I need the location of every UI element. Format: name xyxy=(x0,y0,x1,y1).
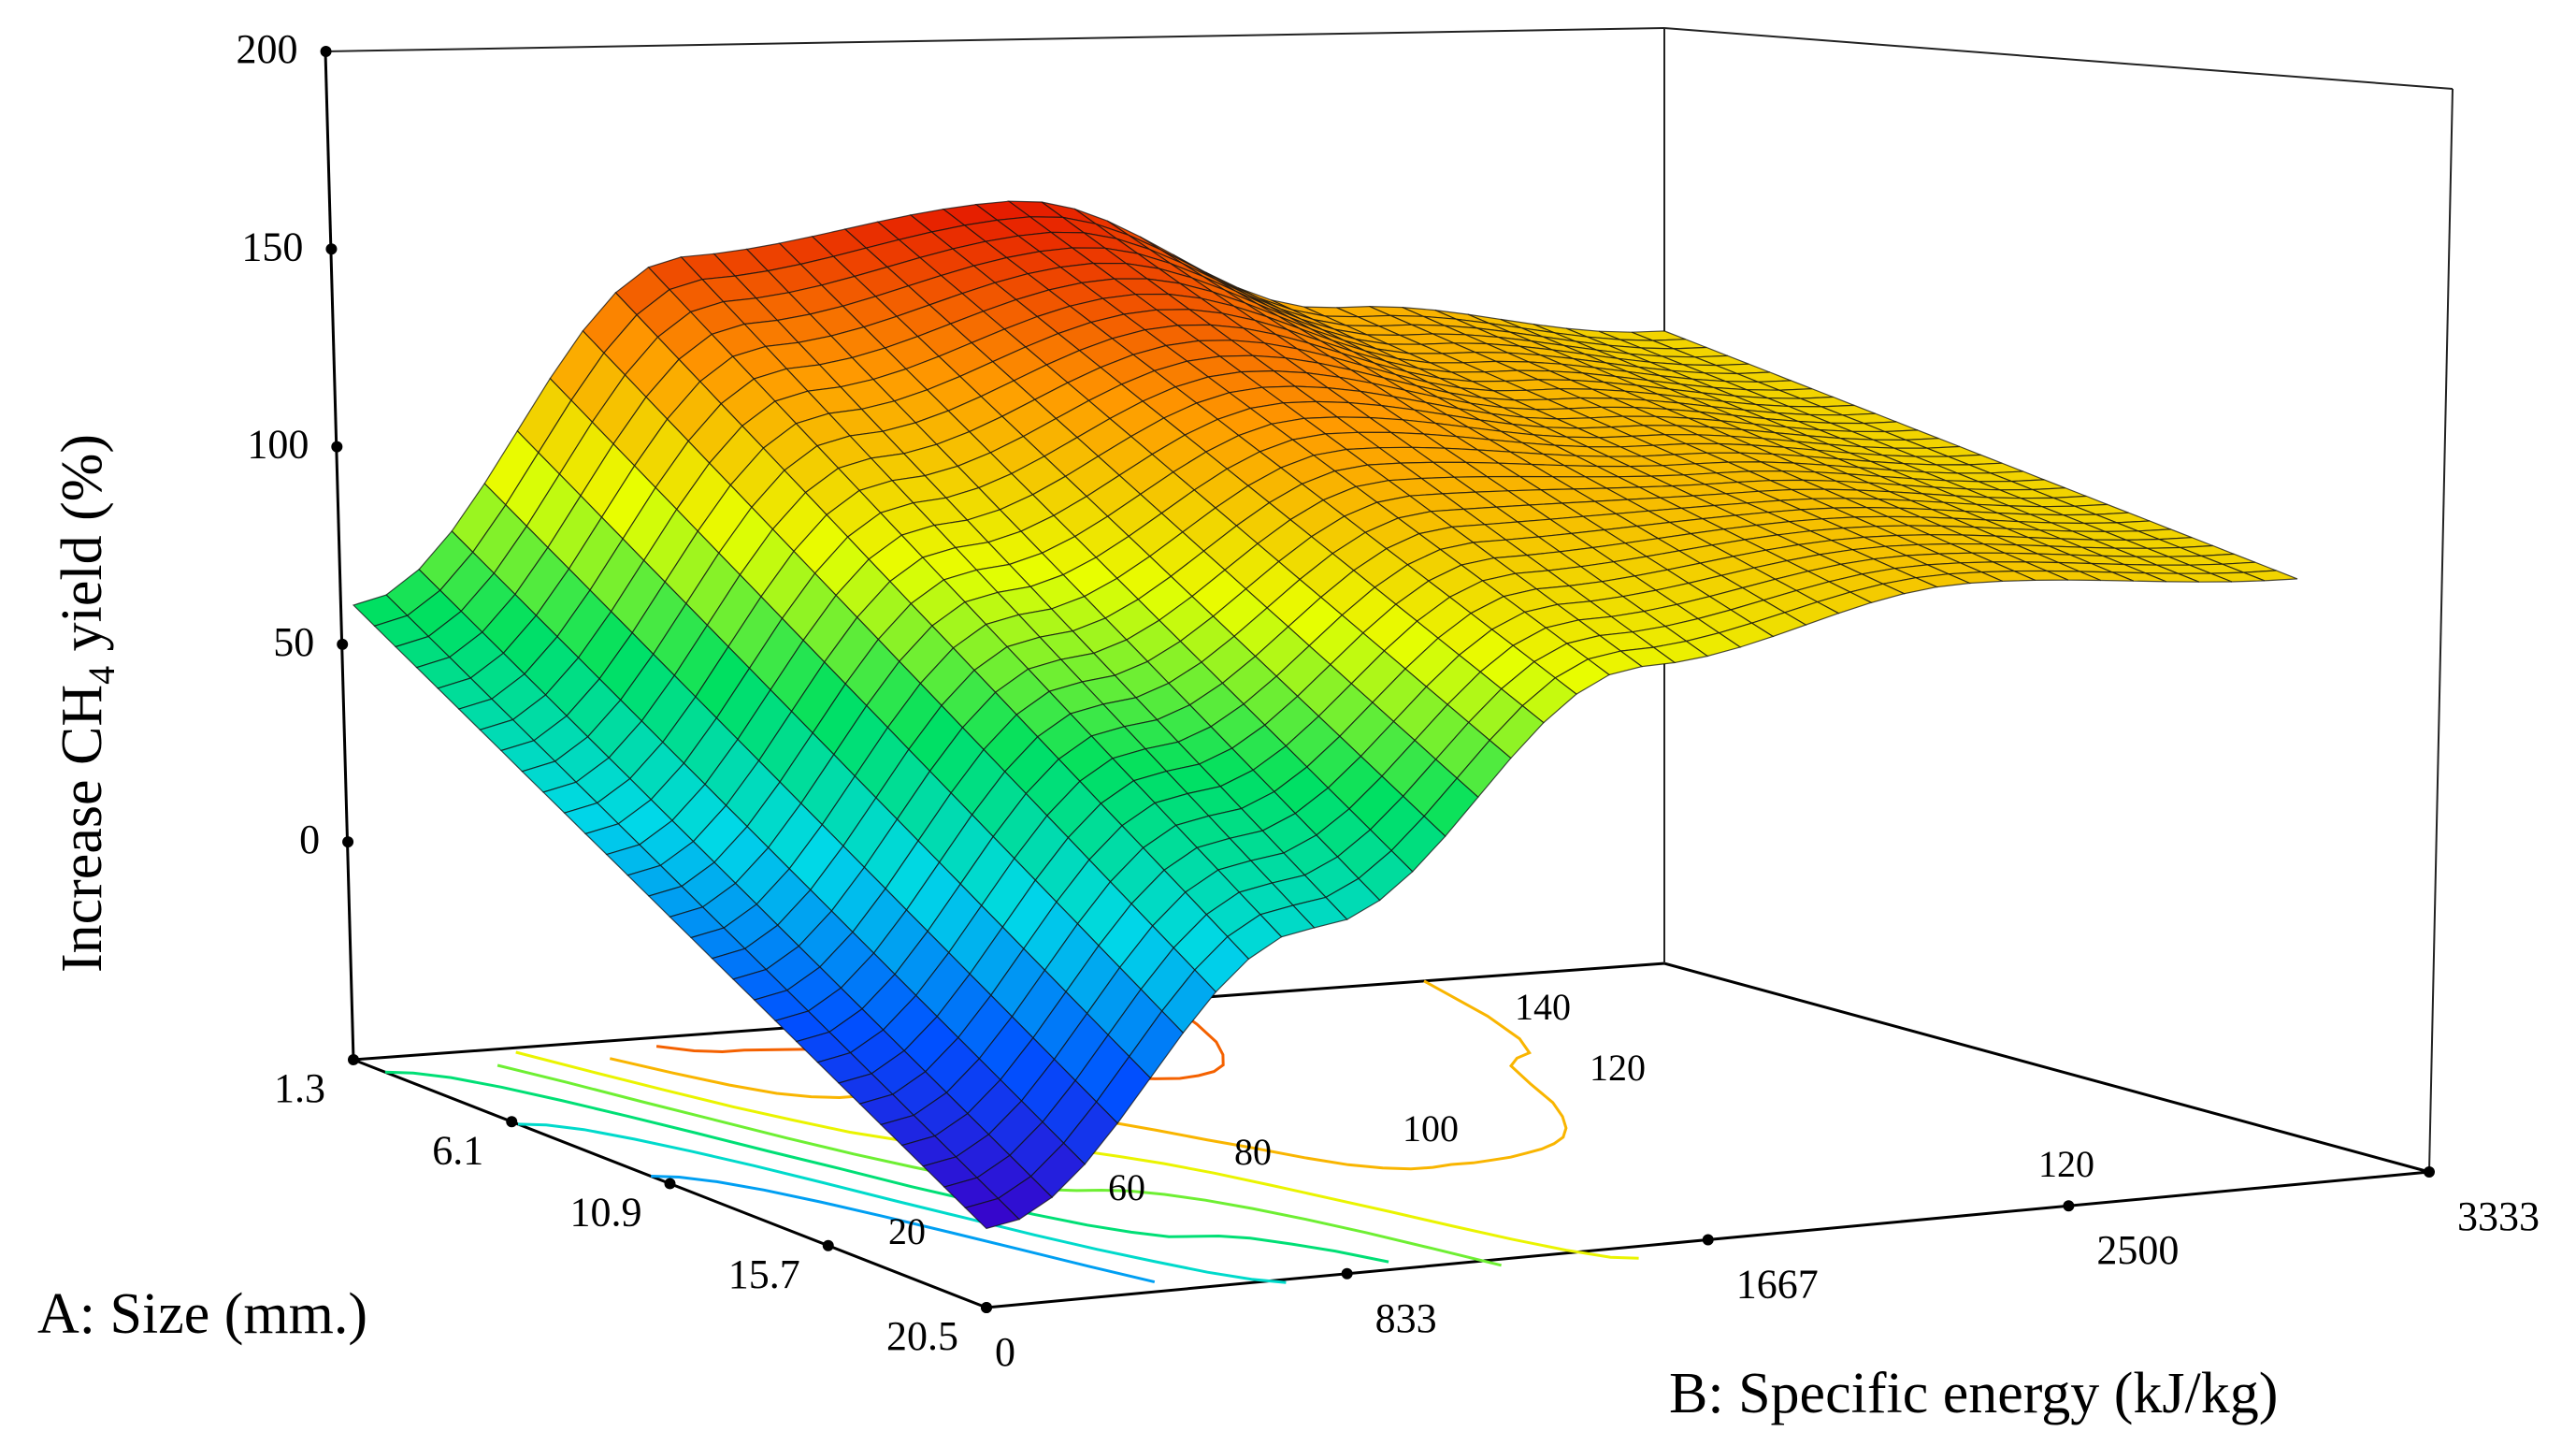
z-axis-label: Increase CH4 yield (%) xyxy=(50,434,122,973)
x-tick-label: 15.7 xyxy=(728,1251,800,1297)
z-tick-label: 150 xyxy=(241,224,303,269)
contour-label: 80 xyxy=(1234,1131,1272,1173)
y-tick-mark xyxy=(981,1302,992,1313)
x-tick-mark xyxy=(348,1054,359,1065)
y-tick-mark xyxy=(2424,1166,2435,1178)
z-tick-label: 0 xyxy=(299,817,320,862)
y-tick-label: 0 xyxy=(995,1329,1015,1375)
y-tick-label: 3333 xyxy=(2457,1193,2540,1239)
z-tick-label: 200 xyxy=(237,26,298,72)
x-tick-mark xyxy=(664,1178,676,1190)
surface-facet xyxy=(964,1197,1021,1230)
x-axis-label: A: Size (mm.) xyxy=(37,1282,367,1346)
axis-ticks: 200 150 100 50 0 1.3 6.1 10.9 15.7 20.5 0 833 1667 25… xyxy=(237,26,2540,1375)
y-tick-label: 2500 xyxy=(2096,1227,2179,1273)
z-axis-line xyxy=(324,51,355,1061)
y-tick-mark xyxy=(1341,1267,1353,1280)
contour-label: 140 xyxy=(1515,986,1571,1028)
response-surface xyxy=(352,200,2298,1230)
box-edge xyxy=(1663,27,2454,90)
x-tick-label: 20.5 xyxy=(886,1313,958,1359)
x-tick-label: 10.9 xyxy=(570,1190,642,1236)
contour-label: 100 xyxy=(1403,1107,1459,1150)
x-tick-mark xyxy=(506,1116,518,1128)
contour-label: 120 xyxy=(2038,1143,2094,1185)
contour-line xyxy=(517,1122,1287,1284)
y-axis-label: B: Specific energy (kJ/kg) xyxy=(1669,1362,2278,1425)
box-edge xyxy=(324,27,1665,52)
contour-line xyxy=(496,1063,1502,1267)
contour-label: 60 xyxy=(1108,1166,1145,1208)
z-tick-mark xyxy=(331,441,343,453)
contour-line xyxy=(651,1175,1156,1284)
z-tick-mark xyxy=(325,243,338,255)
plot-box-front xyxy=(324,51,355,1061)
y-tick-mark xyxy=(2063,1200,2075,1212)
box-edge xyxy=(2428,88,2454,1173)
contour-label: 120 xyxy=(1590,1047,1646,1089)
z-tick-mark xyxy=(342,836,354,848)
z-tick-label: 100 xyxy=(247,422,309,468)
contour-label: 20 xyxy=(888,1210,926,1252)
z-tick-label: 50 xyxy=(273,619,314,665)
x-tick-label: 1.3 xyxy=(274,1065,325,1111)
y-tick-label: 1667 xyxy=(1736,1261,1819,1307)
y-tick-mark xyxy=(1702,1234,1714,1246)
x-tick-mark xyxy=(822,1239,834,1251)
z-tick-mark xyxy=(320,46,332,57)
y-tick-label: 833 xyxy=(1375,1295,1437,1341)
x-tick-label: 6.1 xyxy=(432,1127,483,1173)
z-tick-mark xyxy=(337,638,349,650)
